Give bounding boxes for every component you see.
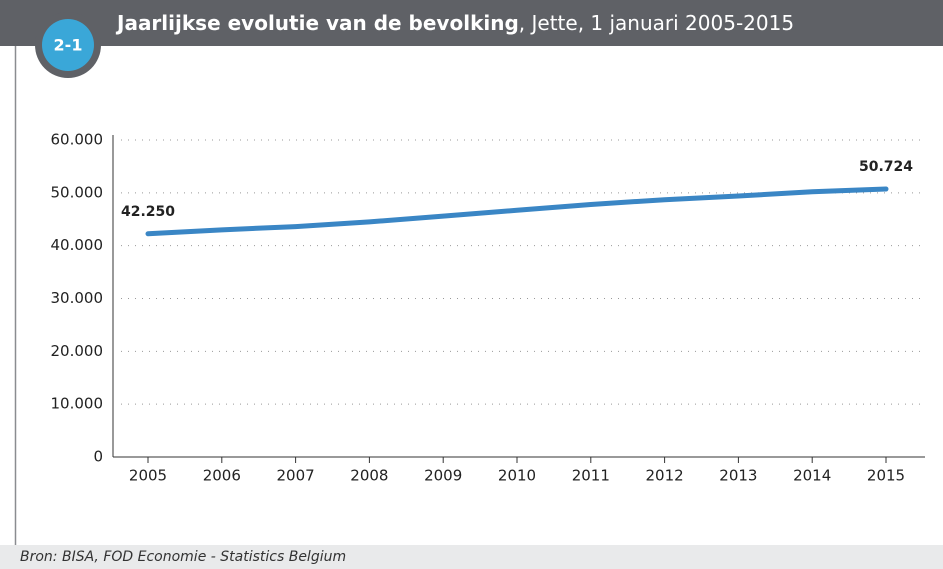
line [145, 186, 889, 237]
x-tick-label: 2015 [867, 467, 905, 485]
x-tick-label: 2012 [646, 467, 684, 485]
y-tick-label: 40.000 [51, 236, 104, 254]
x-tick-label: 2013 [719, 467, 757, 485]
y-tick-label: 50.000 [51, 183, 104, 201]
badge-circle [42, 19, 94, 71]
source: Bron: BISA, FOD Economie - Statistics Be… [20, 549, 346, 565]
x-tick-label: 2006 [203, 467, 241, 485]
x-tick-label: 2007 [277, 467, 315, 485]
chart-subtitle: , Jette, 1 januari 2005-2015 [519, 11, 794, 35]
data-label: 50.724 [859, 159, 913, 175]
y-tick-label: 10.000 [51, 395, 104, 413]
chart-title-line: Jaarlijkse evolutie van de bevolking, Je… [115, 11, 794, 35]
y-tick-label: 0 [93, 448, 103, 466]
x-tick-label: 2008 [350, 467, 388, 485]
y-tick-label: 60.000 [51, 131, 104, 149]
chart-title: Jaarlijkse evolutie van de bevolking [115, 11, 519, 35]
y-tick-label: 30.000 [51, 289, 104, 307]
x-tick-label: 2010 [498, 467, 536, 485]
y-tick-label: 20.000 [51, 342, 104, 360]
x-tick-label: 2009 [424, 467, 462, 485]
source-band [0, 545, 943, 569]
x-tick-label: 2005 [129, 467, 167, 485]
x-tick-label: 2011 [572, 467, 610, 485]
x-tick-label: 2014 [793, 467, 831, 485]
data-label: 42.250 [121, 204, 175, 220]
header-band [0, 0, 943, 46]
badge: 2-1 [54, 36, 83, 55]
